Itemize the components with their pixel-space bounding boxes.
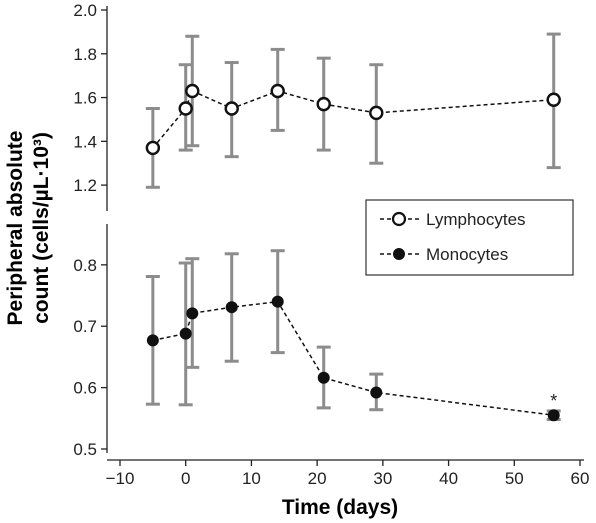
- data-point-monocytes: [186, 307, 199, 320]
- x-tick-label: 60: [571, 469, 590, 488]
- y-tick-label-upper: 1.8: [73, 45, 97, 64]
- data-point-lymphocytes: [145, 140, 161, 156]
- legend-lymphocytes-marker: [391, 211, 407, 227]
- data-point-lymphocytes: [224, 101, 239, 116]
- y-tick-label-lower: 0.8: [73, 256, 97, 275]
- y-axis-ticks: 1.2 1.4 1.6 1.8 2.0 0.5 0.6 0.7 0.8: [73, 1, 107, 459]
- data-point-monocytes: [547, 409, 560, 422]
- x-axis-ticks: −10 0 10 20 30 40 50 60: [106, 460, 590, 488]
- data-point-lymphocytes: [270, 83, 285, 99]
- y-tick-label-lower: 0.6: [73, 379, 97, 398]
- data-point-lymphocytes: [178, 101, 193, 116]
- data-point-lymphocytes: [185, 83, 200, 99]
- data-point-monocytes: [225, 301, 238, 314]
- y-axis-title-line2: count (cells/µL·10³): [30, 132, 53, 324]
- y-tick-label-upper: 1.4: [73, 132, 97, 151]
- x-tick-label: −10: [106, 469, 135, 488]
- series-lymphocytes: [145, 32, 561, 189]
- y-tick-label-upper: 1.2: [73, 176, 97, 195]
- data-point-monocytes: [370, 386, 383, 399]
- x-tick-label: 50: [505, 469, 524, 488]
- x-tick-label: 10: [242, 469, 261, 488]
- y-tick-label-upper: 2.0: [73, 1, 97, 20]
- series-line-lymphocytes: [152, 89, 554, 149]
- x-tick-label: 0: [181, 469, 190, 488]
- data-point-monocytes: [179, 327, 192, 340]
- y-tick-label-upper: 1.6: [73, 89, 97, 108]
- legend-lymphocytes-label: Lymphocytes: [426, 210, 526, 229]
- series-layer: [145, 32, 561, 422]
- data-point-lymphocytes: [369, 105, 384, 121]
- legend-monocytes-marker: [393, 248, 405, 260]
- legend: Lymphocytes Monocytes: [365, 199, 574, 276]
- y-tick-label-lower: 0.7: [73, 317, 97, 336]
- data-point-lymphocytes: [316, 96, 331, 112]
- x-tick-label: 40: [439, 469, 458, 488]
- legend-monocytes-label: Monocytes: [426, 245, 508, 264]
- x-axis-title: Time (days): [282, 496, 398, 519]
- y-tick-label-lower: 0.5: [73, 440, 97, 459]
- data-point-monocytes: [146, 334, 159, 347]
- data-point-monocytes: [317, 371, 330, 384]
- series-monocytes: [145, 249, 561, 422]
- data-point-lymphocytes: [546, 92, 561, 107]
- axes: [106, 6, 584, 461]
- x-tick-label: 20: [308, 469, 327, 488]
- series-line-monocytes: [152, 300, 554, 416]
- significance-asterisk: *: [550, 391, 557, 411]
- y-axis-title-line1: Peripheral absolute: [4, 131, 27, 326]
- x-tick-label: 30: [373, 469, 392, 488]
- data-point-monocytes: [271, 295, 284, 308]
